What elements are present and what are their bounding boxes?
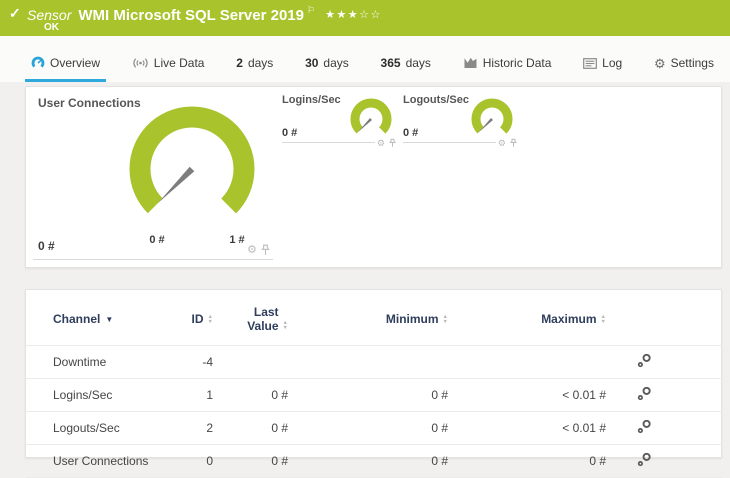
table-row-downtime: Downtime -4 [26,345,723,379]
channel-maximum: < 0.01 # [448,378,606,412]
pin-icon[interactable] [388,138,397,148]
mini-gauge-value: 0 # [282,127,298,139]
channel-minimum [288,345,448,379]
primary-gauge-value: 0 # [38,239,55,253]
channel-name[interactable]: User Connections [26,444,176,478]
sensor-title: WMI Microsoft SQL Server 2019 [78,7,304,24]
channel-name[interactable]: Downtime [26,345,176,379]
gauge-settings-gear-icon[interactable]: ⚙ [497,137,506,148]
channel-minimum: 0 # [288,444,448,478]
channel-id: 0 [176,444,213,478]
tab-settings[interactable]: ⚙ Settings [653,55,714,71]
mini-gauge-value: 0 # [403,127,419,139]
column-header-id[interactable]: ID ▲ ▼ [191,312,213,326]
tab-historic-data[interactable]: Historic Data [457,56,558,82]
pin-icon[interactable] [260,244,270,256]
channel-minimum: 0 # [288,378,448,412]
mini-gauge-logins: Logins/Sec 0 # ⚙ [282,94,397,148]
column-header-edit [606,290,723,346]
tab-30-days[interactable]: 30 days [305,56,349,70]
channel-settings-gears-icon[interactable] [637,452,652,467]
user-connections-gauge [129,106,255,232]
sort-desc-icon: ▼ [105,315,114,324]
sort-icon: ▲ ▼ [600,314,606,325]
priority-stars[interactable]: ★★★☆☆ [325,9,382,21]
tab-live-data[interactable]: Live Data [126,56,211,82]
channel-name[interactable]: Logouts/Sec [26,411,176,445]
channel-last-value: 0 # [213,378,288,412]
gauge-needle [478,118,493,133]
gauge-icon [31,56,45,70]
sensor-status-bar: ✓ Sensor WMI Microsoft SQL Server 2019 ⚐ ★★… [0,0,730,36]
gauge-needle [357,118,372,133]
column-header-channel[interactable]: Channel ▼ [53,312,114,326]
sort-icon: ▲ ▼ [207,314,213,325]
channel-last-value: 0 # [213,411,288,445]
column-header-last-value[interactable]: Last Value ▲ ▼ [247,305,288,333]
channel-last-value: 0 # [213,444,288,478]
channel-last-value [213,345,288,379]
gauge-scale-min: 0 # [149,234,165,246]
channel-id: -4 [176,345,213,379]
column-header-minimum[interactable]: Minimum ▲ ▼ [385,312,448,326]
gauge-settings-gear-icon[interactable]: ⚙ [247,243,257,256]
tab-log[interactable]: Log [577,56,628,82]
logouts-gauge [471,98,513,140]
settings-gear-icon: ⚙ [653,55,666,71]
mini-gauge-title: Logins/Sec [282,94,341,106]
channel-table: Channel ▼ ID ▲ ▼ Last Value ▲ ▼ Minimum ▲ ▼ Max… [26,290,723,478]
sort-icon: ▲ ▼ [282,320,288,331]
historic-chart-icon [463,57,478,69]
channel-id: 1 [176,378,213,412]
status-badge: OK [44,22,59,33]
divider [33,259,273,260]
channel-settings-gears-icon[interactable] [637,386,652,401]
channel-maximum [448,345,606,379]
flag-icon[interactable]: ⚐ [307,5,316,15]
log-icon [583,57,598,69]
tab-overview[interactable]: Overview [25,56,107,82]
table-row-logouts: Logouts/Sec 2 0 # 0 # < 0.01 # [26,411,723,445]
mini-gauge-title: Logouts/Sec [403,94,470,106]
channel-minimum: 0 # [288,411,448,445]
gauge-settings-gear-icon[interactable]: ⚙ [376,137,385,148]
primary-gauge-title: User Connections [38,96,141,110]
channel-id: 2 [176,411,213,445]
tab-365-days[interactable]: 365 days [380,56,431,70]
table-row-logins: Logins/Sec 1 0 # 0 # < 0.01 # [26,378,723,412]
status-check-icon: ✓ [9,5,21,21]
live-icon [132,57,149,69]
gauge-scale-max: 1 # [229,234,245,246]
channel-settings-gears-icon[interactable] [637,353,652,368]
channel-table-panel: Channel ▼ ID ▲ ▼ Last Value ▲ ▼ Minimum ▲ ▼ Max… [25,289,723,478]
channel-name[interactable]: Logins/Sec [26,378,176,412]
channel-settings-gears-icon[interactable] [637,419,652,434]
mini-gauge-logouts: Logouts/Sec 0 # ⚙ [403,94,518,148]
tab-2-days[interactable]: 2 days [236,56,274,70]
tab-bar: Overview Live Data 2 days 30 days 365 da… [0,36,730,82]
channel-maximum: < 0.01 # [448,411,606,445]
pin-icon[interactable] [509,138,518,148]
sort-icon: ▲ ▼ [442,314,448,325]
logins-gauge [350,98,392,140]
table-row-user-connections: User Connections 0 0 # 0 # 0 # [26,444,723,478]
sensor-kicker: Sensor [27,7,72,23]
gauges-panel: User Connections 0 # 1 # 0 # ⚙ Logins/Se… [25,86,722,268]
column-header-maximum[interactable]: Maximum ▲ ▼ [541,312,606,326]
gauge-needle [158,166,195,203]
channel-maximum: 0 # [448,444,606,478]
